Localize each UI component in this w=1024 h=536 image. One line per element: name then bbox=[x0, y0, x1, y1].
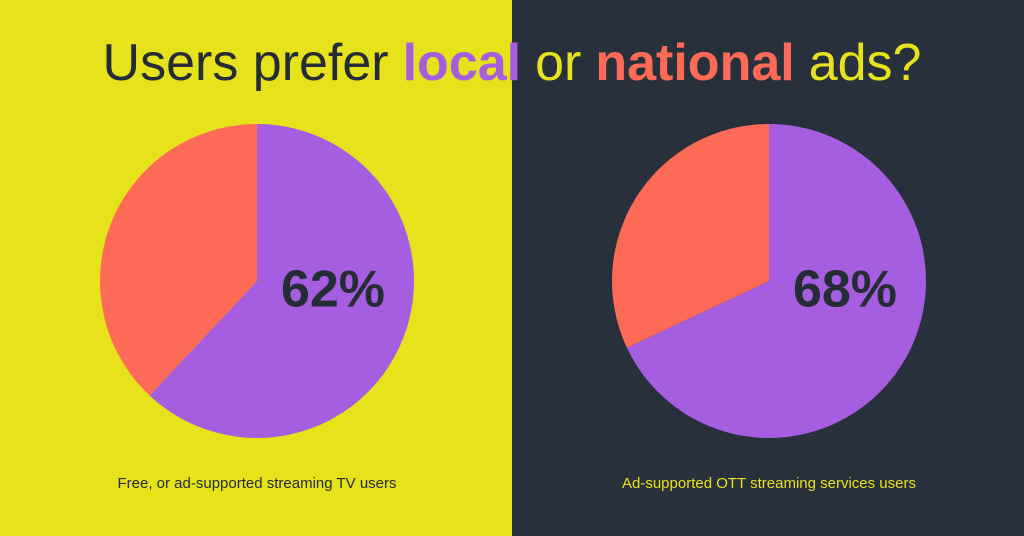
pie-slice bbox=[149, 124, 415, 438]
title-part: or bbox=[535, 34, 581, 92]
title-part: ads? bbox=[809, 34, 922, 92]
title-part: local bbox=[403, 34, 522, 92]
pie-slice bbox=[100, 124, 258, 396]
pie-slice bbox=[612, 124, 769, 348]
title: Users prefer local or national ads? bbox=[103, 34, 922, 92]
pie-slice bbox=[626, 124, 926, 438]
title-part: Users prefer bbox=[103, 34, 389, 92]
caption: Ad-supported OTT streaming services user… bbox=[622, 475, 916, 492]
percent-label: 68% bbox=[793, 261, 897, 319]
percent-label: 62% bbox=[281, 261, 385, 319]
caption: Free, or ad-supported streaming TV users bbox=[117, 475, 396, 492]
title-part: national bbox=[595, 34, 794, 92]
